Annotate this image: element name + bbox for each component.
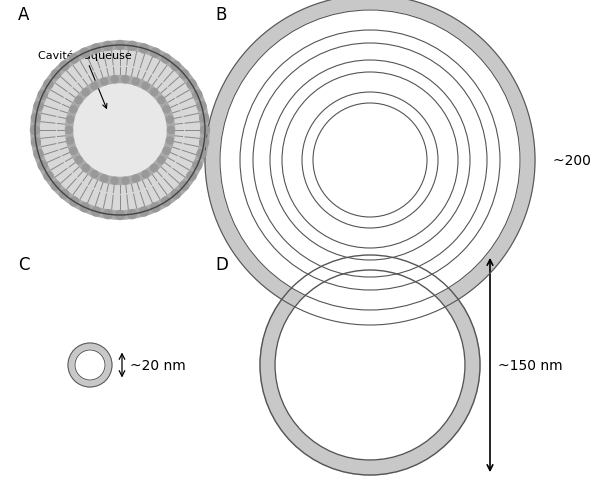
- Circle shape: [282, 73, 458, 249]
- Circle shape: [180, 71, 189, 80]
- Circle shape: [151, 165, 158, 172]
- Circle shape: [200, 114, 209, 123]
- Circle shape: [75, 97, 82, 104]
- Circle shape: [32, 138, 40, 147]
- Circle shape: [151, 49, 160, 58]
- Circle shape: [92, 45, 101, 54]
- Circle shape: [34, 150, 43, 159]
- Text: C: C: [18, 255, 30, 274]
- Circle shape: [111, 77, 118, 84]
- Circle shape: [275, 270, 465, 460]
- Circle shape: [260, 255, 480, 475]
- Text: ~200 nm: ~200 nm: [553, 154, 595, 168]
- Circle shape: [91, 83, 98, 90]
- Circle shape: [60, 62, 69, 71]
- Circle shape: [151, 204, 160, 212]
- Circle shape: [142, 83, 149, 90]
- Circle shape: [115, 41, 124, 50]
- Circle shape: [75, 157, 82, 164]
- Circle shape: [193, 91, 202, 100]
- Circle shape: [158, 157, 165, 164]
- Text: A: A: [18, 6, 29, 24]
- Circle shape: [75, 350, 105, 380]
- Circle shape: [132, 79, 139, 86]
- Circle shape: [38, 161, 47, 170]
- Circle shape: [158, 97, 165, 104]
- Circle shape: [187, 80, 196, 89]
- Circle shape: [151, 89, 158, 96]
- Text: ~20 nm: ~20 nm: [130, 358, 186, 372]
- Circle shape: [197, 102, 206, 111]
- Circle shape: [74, 85, 166, 177]
- Circle shape: [44, 80, 53, 89]
- Circle shape: [30, 126, 39, 135]
- Circle shape: [91, 171, 98, 178]
- Circle shape: [270, 61, 470, 261]
- Circle shape: [70, 198, 79, 206]
- Circle shape: [240, 31, 500, 290]
- Circle shape: [187, 172, 196, 181]
- Circle shape: [67, 117, 74, 124]
- Circle shape: [163, 107, 170, 113]
- Circle shape: [82, 165, 89, 172]
- Circle shape: [101, 176, 108, 182]
- Circle shape: [180, 182, 189, 191]
- Circle shape: [60, 191, 69, 199]
- Circle shape: [313, 104, 427, 217]
- Circle shape: [35, 46, 205, 216]
- Circle shape: [253, 44, 487, 277]
- Circle shape: [70, 148, 77, 155]
- Text: ~150 nm: ~150 nm: [498, 358, 563, 372]
- Circle shape: [302, 93, 438, 228]
- Circle shape: [200, 138, 209, 147]
- Circle shape: [163, 148, 170, 155]
- Circle shape: [38, 91, 47, 100]
- Circle shape: [197, 150, 206, 159]
- Circle shape: [92, 208, 101, 216]
- Circle shape: [80, 204, 89, 212]
- Circle shape: [44, 172, 53, 181]
- Circle shape: [32, 114, 40, 123]
- Circle shape: [122, 77, 129, 84]
- Circle shape: [80, 49, 89, 58]
- Circle shape: [104, 210, 112, 219]
- Circle shape: [139, 45, 148, 54]
- Circle shape: [51, 182, 60, 191]
- Circle shape: [65, 127, 73, 134]
- Text: D: D: [215, 255, 228, 274]
- Circle shape: [161, 198, 170, 206]
- Circle shape: [167, 138, 173, 145]
- Circle shape: [115, 211, 124, 220]
- Circle shape: [193, 161, 202, 170]
- Circle shape: [142, 171, 149, 178]
- Circle shape: [127, 42, 137, 51]
- Circle shape: [34, 102, 43, 111]
- Circle shape: [220, 11, 520, 311]
- Circle shape: [101, 79, 108, 86]
- Circle shape: [161, 55, 170, 64]
- Text: Cavitée aqueuse: Cavitée aqueuse: [38, 51, 131, 109]
- Circle shape: [67, 138, 74, 145]
- Text: B: B: [215, 6, 226, 24]
- Circle shape: [201, 126, 209, 135]
- Circle shape: [104, 42, 112, 51]
- Circle shape: [168, 127, 174, 134]
- Circle shape: [122, 178, 129, 185]
- Circle shape: [70, 55, 79, 64]
- Circle shape: [51, 71, 60, 80]
- Circle shape: [132, 176, 139, 182]
- Circle shape: [82, 89, 89, 96]
- Circle shape: [139, 208, 148, 216]
- Circle shape: [167, 117, 173, 124]
- Circle shape: [70, 107, 77, 113]
- Circle shape: [127, 210, 137, 219]
- Circle shape: [111, 178, 118, 185]
- Circle shape: [171, 191, 180, 199]
- Circle shape: [205, 0, 535, 325]
- Circle shape: [68, 343, 112, 387]
- Circle shape: [171, 62, 180, 71]
